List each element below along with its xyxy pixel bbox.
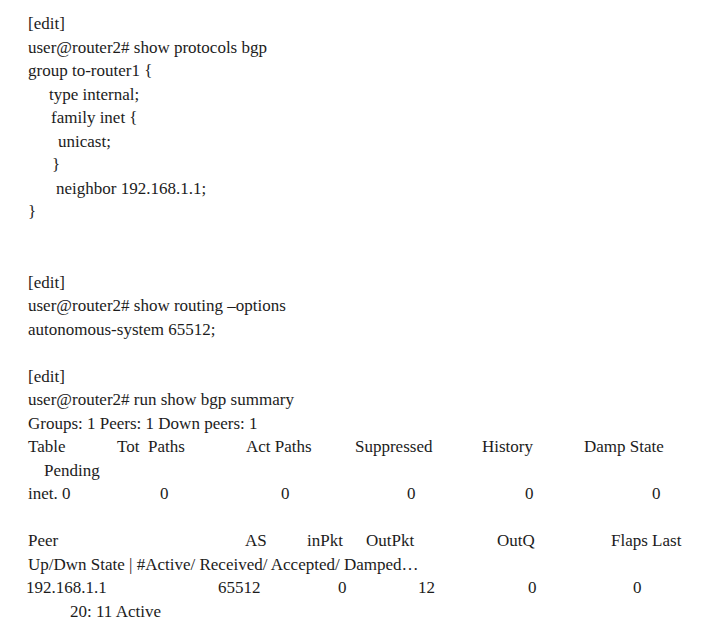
- peer-header-cell-flaps-last: Flaps Last: [611, 529, 681, 553]
- peer-cell-address: 192.168.1.1: [26, 576, 107, 600]
- peer-header-wrap-line: Up/Dwn State | #Active/ Received/ Accept…: [0, 553, 713, 577]
- table-header-cell-history: History: [482, 435, 533, 459]
- inet-cell-tot-paths: 0: [160, 482, 169, 506]
- groups-peers-line: Groups: 1 Peers: 1 Down peers: 1: [0, 412, 713, 436]
- peer-header-cell-as: AS: [245, 529, 267, 553]
- peer-cell-flaps: 0: [633, 576, 642, 600]
- peer-header-row: Peer AS inPkt OutPkt OutQ Flaps Last: [0, 529, 713, 553]
- blank-line: [0, 247, 713, 271]
- table-header-row: Table Tot Paths Act Paths Suppressed His…: [0, 435, 713, 459]
- peer-header-cell-inpkt: inPkt: [307, 529, 343, 553]
- config-group-open: group to-router1 {: [0, 59, 713, 83]
- table-header-pending: Pending: [0, 459, 713, 483]
- peer-cell-outpkt: 12: [418, 576, 435, 600]
- cli-command-run-show-bgp-summary: user@router2# run show bgp summary: [0, 388, 713, 412]
- peer-header-cell-outq: OutQ: [497, 529, 535, 553]
- cli-command-show-protocols-bgp: user@router2# show protocols bgp: [0, 36, 713, 60]
- inet-table-row: inet. 0 0 0 0 0 0: [0, 482, 713, 506]
- table-header-cell-table: Table: [28, 435, 66, 459]
- config-unicast: unicast;: [0, 130, 713, 154]
- peer-cell-outq: 0: [528, 576, 537, 600]
- inet-cell-damp-state: 0: [652, 482, 661, 506]
- edit-prompt: [edit]: [0, 271, 713, 295]
- table-header-cell-damp-state: Damp State: [584, 435, 664, 459]
- inet-cell-suppressed: 0: [407, 482, 416, 506]
- config-family-open: family inet {: [0, 106, 713, 130]
- edit-prompt: [edit]: [0, 12, 713, 36]
- peer-header-cell-peer: Peer: [28, 529, 58, 553]
- blank-line: [0, 224, 713, 248]
- cli-transcript: [edit] user@router2# show protocols bgp …: [0, 12, 713, 623]
- edit-prompt: [edit]: [0, 365, 713, 389]
- document-page: [edit] user@router2# show protocols bgp …: [0, 0, 713, 638]
- config-group-close: }: [0, 200, 713, 224]
- table-header-cell-tot-paths: Tot Paths: [117, 435, 185, 459]
- blank-line: [0, 341, 713, 365]
- config-neighbor: neighbor 192.168.1.1;: [0, 177, 713, 201]
- inet-cell-history: 0: [525, 482, 534, 506]
- peer-cell-as: 65512: [218, 576, 261, 600]
- cli-command-show-routing-options: user@router2# show routing –options: [0, 294, 713, 318]
- peer-state-line: 20: 11 Active: [0, 600, 713, 624]
- table-header-cell-suppressed: Suppressed: [355, 435, 432, 459]
- peer-cell-inpkt: 0: [338, 576, 347, 600]
- autonomous-system-line: autonomous-system 65512;: [0, 318, 713, 342]
- inet-cell-act-paths: 0: [281, 482, 290, 506]
- peer-data-row: 192.168.1.1 65512 0 12 0 0: [0, 576, 713, 600]
- config-type-internal: type internal;: [0, 83, 713, 107]
- inet-cell-table: inet. 0: [28, 482, 71, 506]
- blank-line: [0, 506, 713, 530]
- config-family-close: }: [0, 153, 713, 177]
- table-header-cell-act-paths: Act Paths: [246, 435, 312, 459]
- peer-header-cell-outpkt: OutPkt: [366, 529, 414, 553]
